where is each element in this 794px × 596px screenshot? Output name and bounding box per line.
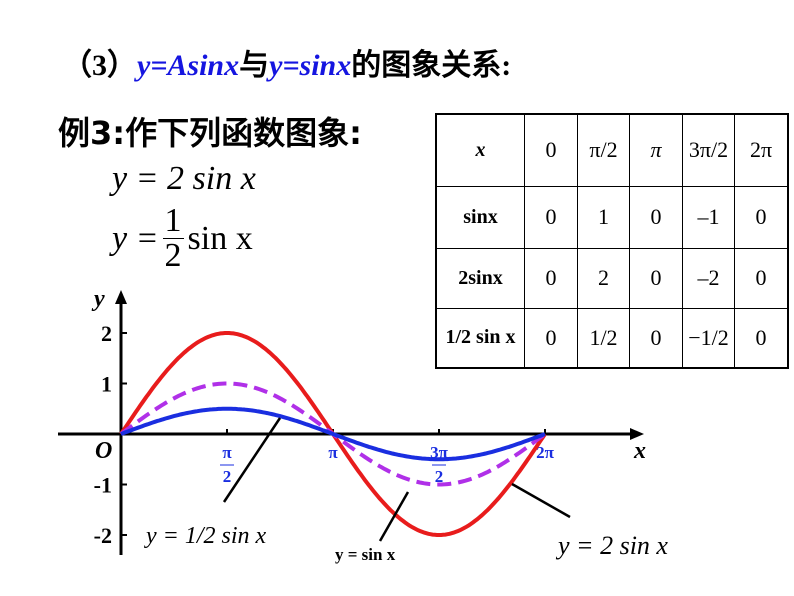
x-tick-label-num: π: [222, 443, 232, 462]
title-connector: 与: [239, 49, 270, 82]
y-tick-label: -2: [94, 523, 112, 548]
header-cell: x: [435, 113, 525, 187]
pointer-line: [511, 482, 571, 519]
header-cell: 0: [524, 113, 578, 187]
label-two-sin: y = 2 sin x: [555, 531, 668, 560]
header-cell: π/2: [577, 113, 630, 187]
x-axis-label: x: [633, 438, 646, 464]
values-table: x 0 π/2 π 3π/2 2π sinx 0 1 0 –1 0 2sinx …: [435, 113, 789, 369]
y-axis-label: y: [91, 286, 105, 312]
y-axis-arrow: [115, 290, 127, 304]
y-tick-label: 2: [101, 321, 112, 346]
eq2-den: 2: [164, 237, 182, 274]
table-row: x 0 π/2 π 3π/2 2π: [435, 113, 789, 187]
eq2-lhs: y =: [112, 219, 159, 257]
label-half-sin: y = 1/2 sin x: [144, 523, 267, 549]
x-tick-label-den: 2: [435, 467, 444, 486]
eq2-num: 1: [162, 202, 184, 239]
row-label: 1/2 sin x: [435, 307, 525, 369]
equation-1: y = 2 sin x: [112, 160, 256, 197]
origin-label: O: [95, 438, 112, 464]
cell: 0: [524, 247, 578, 309]
table-row: 1/2 sin x 0 1/2 0 −1/2 0: [435, 307, 789, 369]
row-label: sinx: [435, 185, 525, 249]
header-cell: 2π: [734, 113, 789, 187]
pointer-line: [222, 417, 282, 503]
eq2-rhs: sin x: [187, 219, 253, 257]
cell: 0: [629, 185, 683, 249]
x-axis-arrow: [630, 428, 644, 440]
title-formula-1: y=Asinx: [137, 49, 240, 82]
cell: 1/2: [577, 307, 630, 369]
title-tail: 的图象关系:: [351, 49, 512, 82]
cell: 0: [734, 307, 789, 369]
pointer-line: [378, 491, 410, 542]
title-formula-2: y=sinx: [269, 49, 352, 82]
slide-title: （3）y=Asinx与y=sinx的图象关系:: [62, 40, 511, 84]
cell: 0: [629, 247, 683, 309]
table-row: sinx 0 1 0 –1 0: [435, 185, 789, 249]
cell: 0: [524, 185, 578, 249]
label-sin: y = sin x: [335, 545, 396, 564]
example-label: 例3:作下列函数图象:: [58, 114, 362, 152]
cell: −1/2: [682, 307, 735, 369]
cell: 0: [629, 307, 683, 369]
x-tick-label-den: 2: [223, 467, 232, 486]
cell: 0: [734, 247, 789, 309]
header-cell: 3π/2: [682, 113, 735, 187]
series-line-2: [120, 406, 546, 462]
x-tick-label: π: [328, 443, 338, 462]
x-tick-label: 2π: [536, 443, 555, 462]
table-row: 2sinx 0 2 0 –2 0: [435, 247, 789, 309]
cell: –2: [682, 247, 735, 309]
y-tick-label: 1: [101, 372, 112, 397]
cell: 1: [577, 185, 630, 249]
title-number: （3）: [62, 49, 137, 82]
y-tick-label: -1: [94, 473, 112, 498]
